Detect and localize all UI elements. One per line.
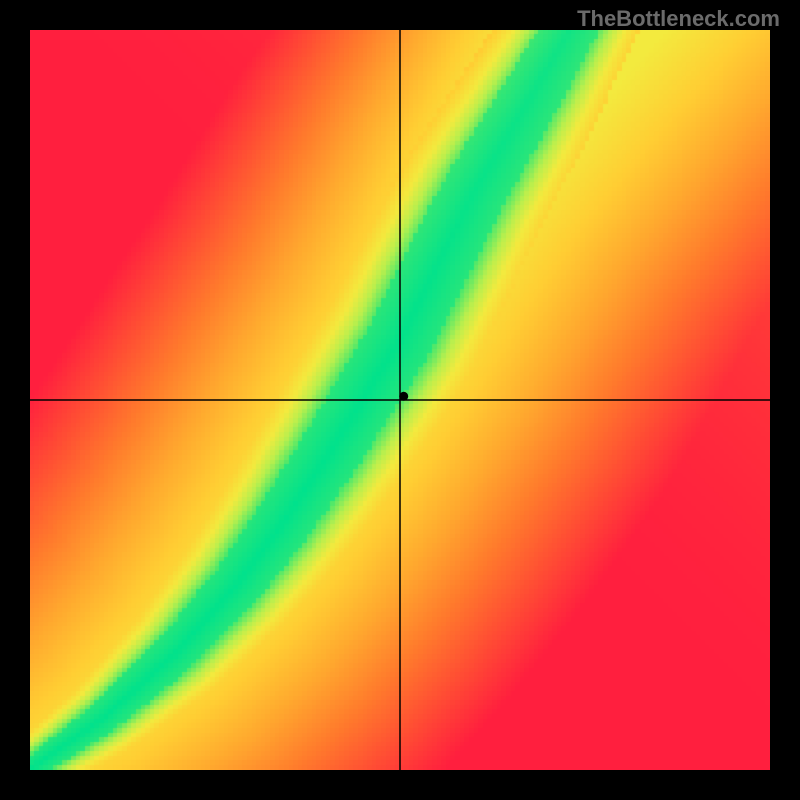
crosshair-marker: [399, 392, 408, 401]
crosshair-overlay: [30, 30, 770, 770]
watermark-text: TheBottleneck.com: [577, 6, 780, 32]
chart-container: TheBottleneck.com: [0, 0, 800, 800]
